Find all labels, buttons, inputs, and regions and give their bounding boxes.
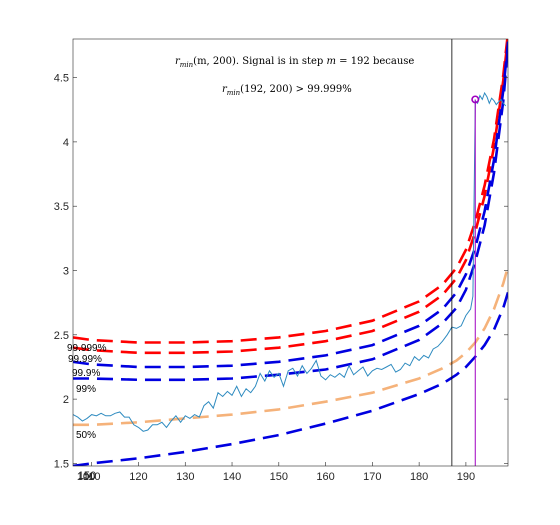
annotation-min-subscript-2: min: [227, 89, 241, 97]
x-tick-label: 130: [176, 471, 194, 483]
y-axis-ticks: 1.5 2 2.5 3 3.5 4 4.5: [54, 73, 508, 470]
x-tick-label: 150: [270, 471, 288, 483]
annotation-line-1: rmin(m, 200). Signal is in step m = 192 …: [175, 56, 414, 69]
annotation-r-symbol-2: r: [222, 84, 228, 95]
detection-marker: [471, 95, 480, 104]
x-tick-label-overlap-a: 100: [77, 471, 95, 483]
annotation-line-2: rmin(192, 200) > 99.999%: [222, 84, 352, 97]
annotation-line-2-text: (192, 200) > 99.999%: [240, 84, 352, 95]
y-tick-label: 1.5: [54, 458, 69, 470]
y-tick-label: 3: [63, 266, 69, 278]
threshold-curves: [73, 39, 508, 466]
y-tick-label: 3.5: [54, 201, 69, 213]
signal-line: [73, 91, 507, 432]
band-label-50: 50%: [76, 430, 96, 441]
signal-series: [73, 91, 507, 432]
x-tick-label: 110: [83, 471, 101, 483]
y-tick-label: 2.5: [54, 330, 69, 342]
band-label-99-99: 99.99%: [68, 354, 102, 365]
plot-frame: [72, 38, 509, 467]
y-tick-label: 4.5: [54, 73, 69, 85]
annotation-line-1-text: (m, 200). Signal is in step: [193, 56, 326, 67]
threshold-curve-99-999: [73, 39, 508, 344]
plot-area: [73, 39, 508, 466]
x-tick-label-overlap-b: 150: [78, 470, 96, 482]
threshold-curve-99: [73, 46, 508, 382]
threshold-curve-99-9: [73, 41, 508, 369]
annotation: rmin(m, 200). Signal is in step m = 192 …: [175, 56, 414, 97]
annotation-m-symbol: m: [326, 56, 335, 67]
change-markers: [451, 39, 480, 466]
band-label-99: 99%: [76, 384, 96, 395]
plot-background: [73, 39, 508, 466]
x-tick-label: 170: [363, 471, 381, 483]
y-tick-label: 4: [63, 137, 69, 149]
threshold-curve-99-99: [73, 39, 508, 355]
threshold-curve-50: [73, 266, 508, 427]
threshold-curve-lowest: [73, 292, 508, 466]
band-labels: 99.999%99.99% 99.9% 99% 50%: [67, 343, 107, 441]
x-tick-label: 120: [129, 471, 147, 483]
annotation-r-symbol: r: [175, 56, 181, 67]
annotation-min-subscript: min: [180, 61, 194, 69]
x-tick-label: 160: [316, 471, 334, 483]
annotation-line-1-suffix: = 192 because: [336, 56, 414, 67]
x-tick-label: 140: [223, 471, 241, 483]
y-tick-label: 2: [63, 394, 69, 406]
x-tick-label: 190: [457, 471, 475, 483]
band-label-99-9: 99.9%: [72, 368, 100, 379]
band-label-99-999: 99.999%: [67, 343, 107, 354]
x-tick-label: 180: [410, 471, 428, 483]
